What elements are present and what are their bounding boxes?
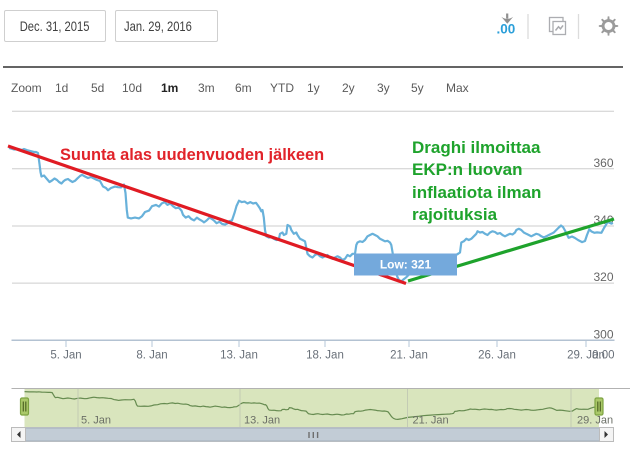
svg-text:360: 360 — [593, 156, 613, 170]
svg-text:26. Jan: 26. Jan — [478, 349, 516, 361]
svg-text:320: 320 — [593, 270, 613, 284]
svg-text:13. Jan: 13. Jan — [244, 415, 280, 427]
svg-text:29. Jan: 29. Jan — [567, 349, 605, 361]
svg-text:0.00: 0.00 — [592, 349, 614, 361]
svg-text:5. Jan: 5. Jan — [81, 415, 111, 427]
svg-text:5. Jan: 5. Jan — [50, 349, 81, 361]
svg-text:Low: 321: Low: 321 — [380, 258, 432, 272]
svg-text:18. Jan: 18. Jan — [306, 349, 344, 361]
svg-text:21. Jan: 21. Jan — [390, 349, 428, 361]
svg-text:29. Jan: 29. Jan — [577, 415, 613, 427]
svg-text:300: 300 — [593, 327, 613, 341]
svg-text:13. Jan: 13. Jan — [220, 349, 258, 361]
svg-text:21. Jan: 21. Jan — [413, 415, 449, 427]
svg-text:8. Jan: 8. Jan — [136, 349, 167, 361]
svg-text:.00: .00 — [497, 22, 516, 37]
